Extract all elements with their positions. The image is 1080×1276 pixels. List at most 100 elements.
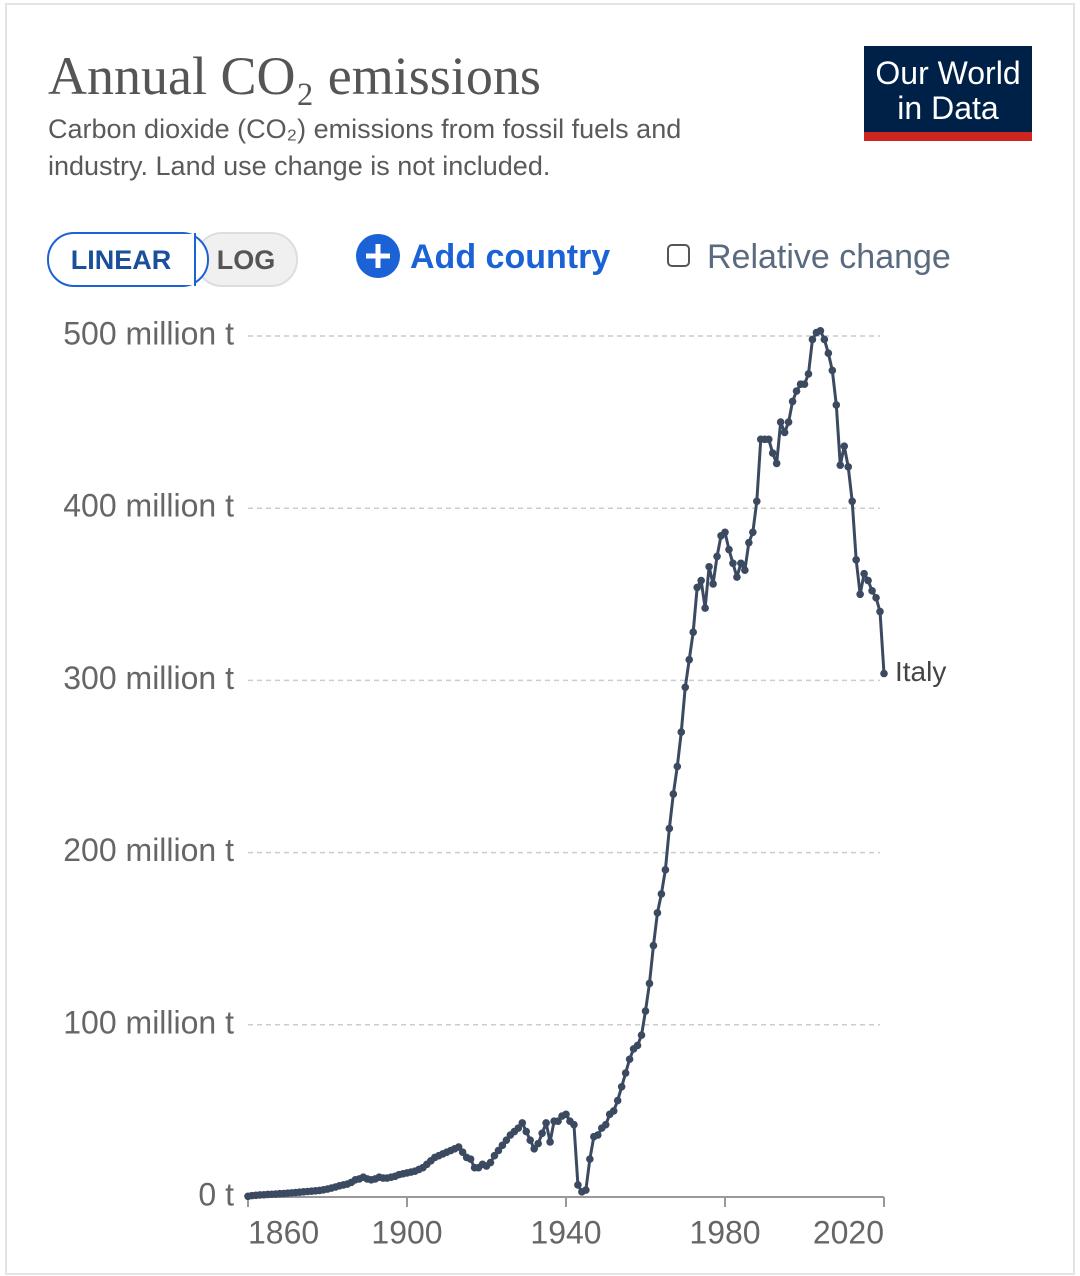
data-point (780, 428, 789, 437)
data-point (673, 762, 682, 771)
add-country[interactable]: Add country (356, 234, 610, 278)
relative-change-label: Relative change (707, 238, 951, 276)
data-point (582, 1186, 590, 1194)
data-point (458, 1148, 467, 1157)
data-point (502, 1136, 511, 1144)
data-point (749, 528, 757, 537)
data-point (872, 593, 880, 602)
data-point (522, 1127, 531, 1136)
data-point (613, 1096, 622, 1105)
data-point (621, 1069, 630, 1077)
data-point (697, 576, 705, 585)
data-point (840, 442, 849, 451)
data-point (864, 576, 872, 585)
data-point (665, 824, 674, 833)
relative-change[interactable]: Relative change (667, 238, 951, 276)
subtitle: industry. Land use change is not include… (48, 151, 550, 181)
add-icon-plus (366, 244, 390, 268)
data-point (685, 655, 694, 664)
y-tick-label: 500 million t (63, 315, 234, 351)
data-point (637, 1031, 646, 1039)
logo-box (864, 46, 1032, 134)
data-point (534, 1139, 542, 1148)
data-point (562, 1110, 570, 1119)
data-point (804, 370, 813, 378)
y-tick-label: 100 million t (63, 1004, 234, 1040)
data-point (709, 580, 717, 588)
data-point (701, 604, 709, 612)
data-point (657, 890, 666, 898)
data-point (490, 1151, 499, 1160)
data-point (741, 566, 749, 574)
data-point (494, 1146, 503, 1155)
data-point (784, 418, 793, 426)
data-point (661, 866, 670, 874)
data-point (816, 327, 825, 335)
data-point (633, 1041, 642, 1050)
logo-text: in Data (897, 90, 999, 126)
logo[interactable]: Our World in Data (864, 46, 1032, 141)
data-point (677, 728, 686, 736)
x-tick-label: 1860 (248, 1214, 319, 1250)
data-point (705, 562, 713, 571)
data-point (645, 979, 654, 988)
data-point (868, 587, 876, 595)
log-button[interactable]: LOG (217, 245, 276, 275)
data-point (530, 1144, 538, 1153)
subtitle: Carbon dioxide (CO₂) emissions from foss… (48, 114, 681, 144)
x-tick-label: 1900 (371, 1214, 442, 1250)
data-point (737, 559, 745, 568)
data-point (486, 1158, 495, 1167)
data-point (832, 401, 841, 409)
data-point (681, 683, 690, 692)
data-point (836, 461, 845, 469)
scale-toggle: LINEAR LOG (47, 232, 298, 287)
data-point (586, 1155, 594, 1163)
data-point (514, 1124, 523, 1132)
x-tick-label: 1940 (530, 1214, 601, 1250)
logo-text: Our World (875, 55, 1020, 91)
data-point (880, 669, 888, 678)
x-tick-label: 2020 (813, 1214, 884, 1250)
data-point (856, 590, 864, 599)
data-point (792, 387, 801, 395)
data-point (713, 552, 721, 561)
data-point (518, 1119, 527, 1127)
data-point (860, 569, 868, 578)
data-point (729, 559, 737, 568)
data-point (848, 497, 856, 506)
data-point (693, 583, 701, 592)
data-point (570, 1120, 578, 1129)
title: Annual CO₂ emissions (48, 46, 541, 106)
data-point (733, 573, 741, 581)
data-point (554, 1117, 562, 1126)
data-point (689, 628, 697, 636)
data-point (768, 449, 777, 457)
data-point (800, 380, 809, 389)
y-tick-label: 400 million t (63, 488, 234, 524)
data-point (526, 1136, 535, 1144)
data-point (649, 941, 658, 950)
data-point (625, 1055, 634, 1064)
x-tick-label: 1980 (689, 1214, 760, 1250)
linear-button[interactable]: LINEAR (71, 245, 172, 275)
data-point (542, 1119, 550, 1127)
data-point (745, 538, 753, 547)
y-tick-label: 200 million t (63, 832, 234, 868)
data-point (725, 545, 733, 554)
add-country-label: Add country (410, 238, 610, 276)
data-point (601, 1120, 610, 1129)
data-point (617, 1082, 626, 1091)
data-point (669, 790, 678, 798)
card-frame (5, 3, 1075, 1275)
data-point (876, 607, 884, 616)
data-point (844, 463, 853, 471)
data-point (609, 1107, 618, 1115)
data-point (824, 349, 833, 358)
data-point (820, 335, 829, 344)
y-tick-label: 0 t (198, 1176, 234, 1212)
y-tick-label: 300 million t (63, 660, 234, 696)
data-point (753, 497, 761, 506)
data-point (454, 1143, 463, 1151)
